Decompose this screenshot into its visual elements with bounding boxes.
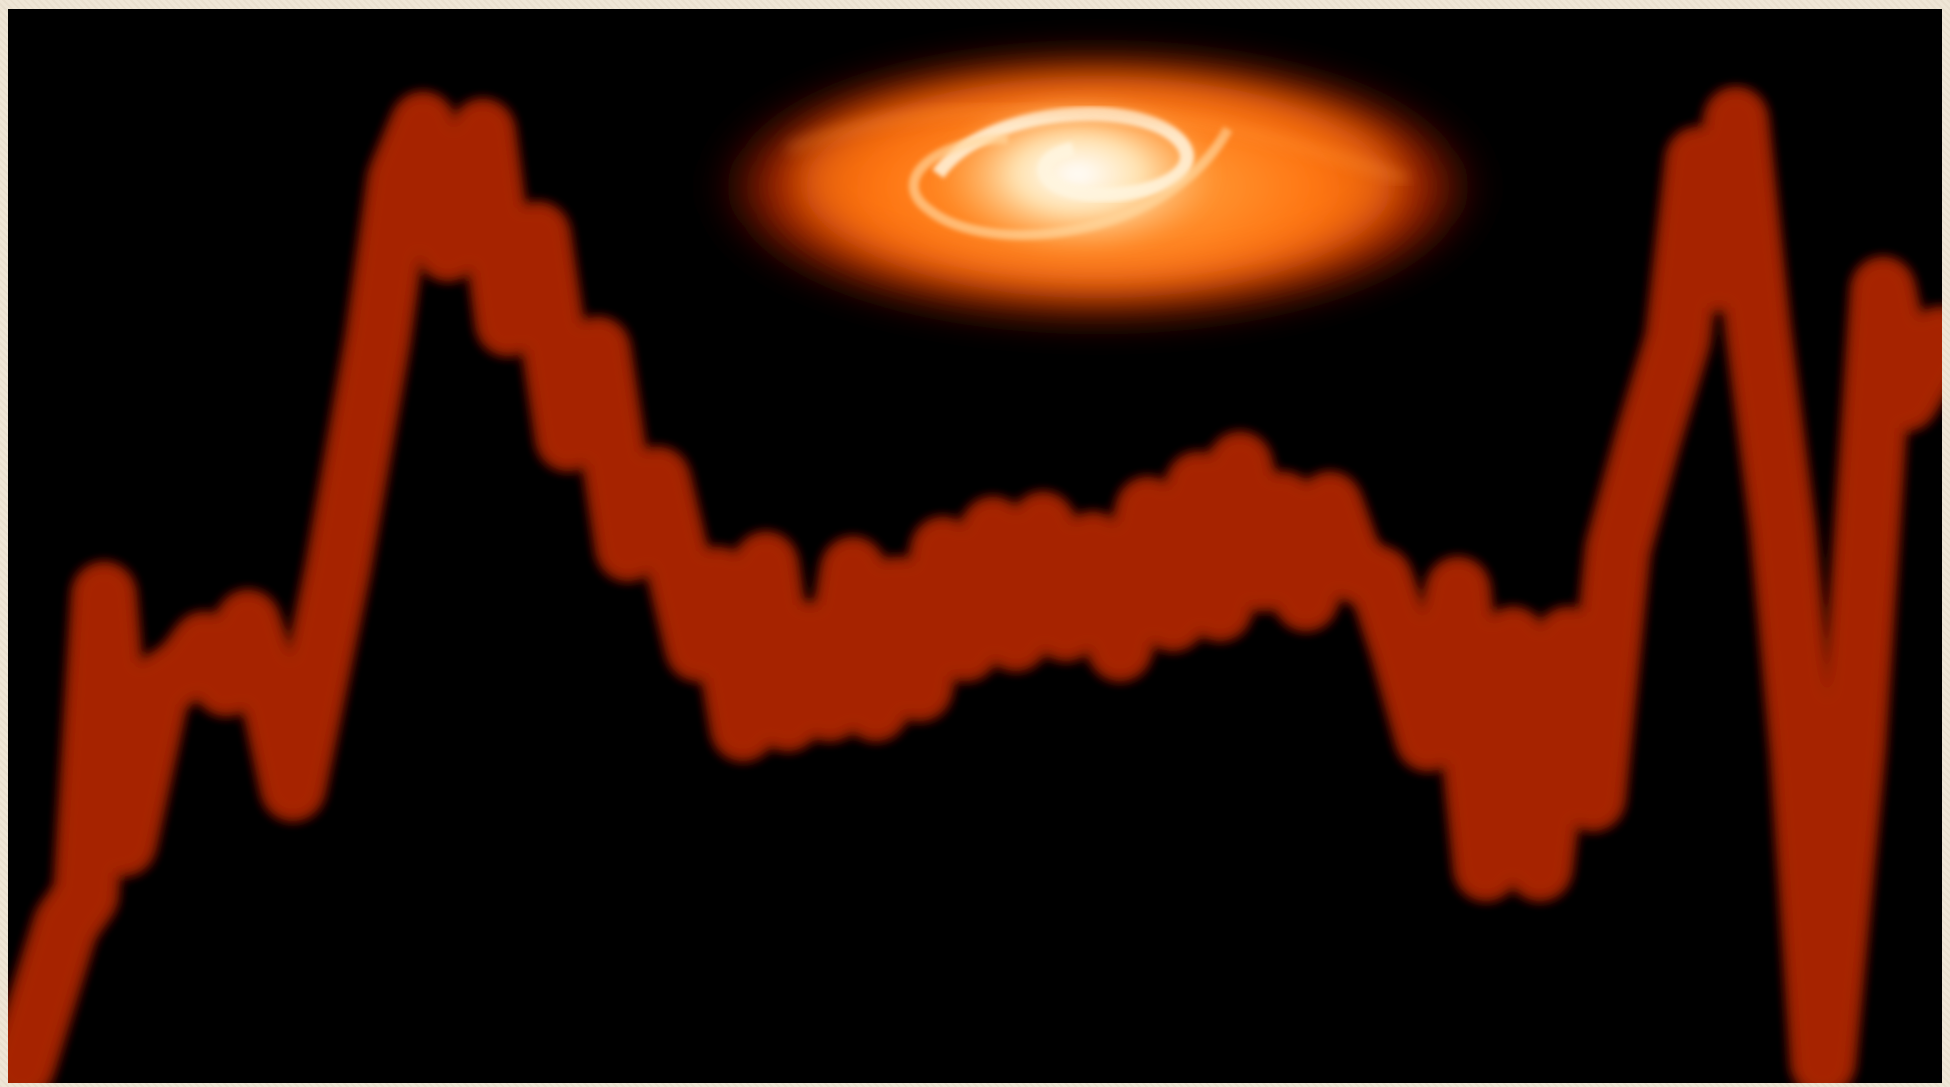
image-canvas — [8, 9, 1942, 1083]
spiral-galaxy — [708, 47, 1488, 327]
artwork — [8, 47, 1942, 1083]
waveform-ribbon — [8, 90, 1942, 1083]
